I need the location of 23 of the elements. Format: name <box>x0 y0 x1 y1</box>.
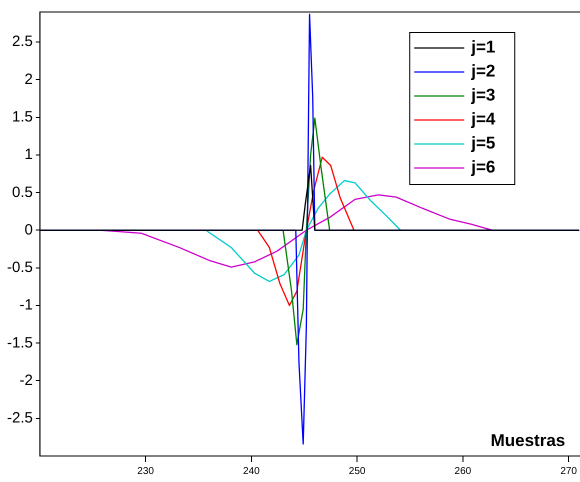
legend-label: j=3 <box>470 86 496 105</box>
legend-label: j=6 <box>470 158 496 177</box>
legend-label: j=1 <box>470 38 496 57</box>
y-tick-label: 2 <box>24 70 33 88</box>
x-tick-label: 260 <box>454 466 472 477</box>
y-tick-label: 0.5 <box>12 184 33 201</box>
y-tick-label: 2.5 <box>12 33 33 50</box>
x-tick-label: 250 <box>348 466 366 477</box>
legend-label: j=2 <box>470 62 496 81</box>
y-tick-label: -2.5 <box>6 410 33 427</box>
y-tick-label: 1 <box>24 146 33 164</box>
legend-label: j=4 <box>470 110 496 129</box>
y-tick-label: -1 <box>20 296 33 314</box>
x-tick-label: 240 <box>243 466 260 477</box>
legend-label: j=5 <box>470 134 496 153</box>
y-tick-label: -0.5 <box>6 259 33 276</box>
y-tick-label: 1.5 <box>12 108 33 126</box>
y-tick-label: 0 <box>24 221 33 238</box>
x-tick-label: 270 <box>560 466 578 477</box>
y-tick-label: -2 <box>20 372 33 389</box>
x-axis-title: Muestras <box>490 431 566 450</box>
x-tick-label: 230 <box>137 466 154 477</box>
y-tick-label: -1.5 <box>6 334 33 352</box>
